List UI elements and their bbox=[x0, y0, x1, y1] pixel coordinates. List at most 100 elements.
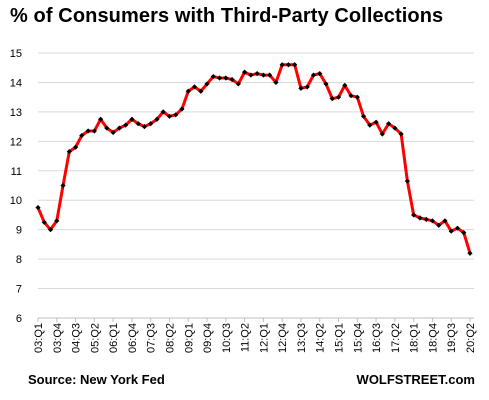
x-tick-label: 17:Q2 bbox=[390, 323, 402, 353]
x-tick-label: 11:Q2 bbox=[240, 323, 252, 352]
data-point bbox=[198, 88, 204, 94]
data-markers bbox=[35, 62, 473, 256]
x-tick-label: 08:Q2 bbox=[164, 323, 176, 353]
x-tick-label: 13:Q3 bbox=[296, 323, 308, 353]
series-line bbox=[36, 63, 472, 255]
data-point bbox=[423, 216, 429, 222]
data-point bbox=[54, 218, 60, 224]
data-point bbox=[379, 131, 385, 137]
data-point bbox=[242, 69, 248, 75]
data-point bbox=[91, 128, 97, 134]
data-point bbox=[323, 81, 329, 87]
data-point bbox=[348, 93, 354, 99]
data-point bbox=[191, 84, 198, 90]
brand-credit: WOLFSTREET.com bbox=[356, 372, 475, 387]
y-tick-label: 11 bbox=[11, 166, 22, 178]
data-point bbox=[210, 73, 216, 80]
data-point bbox=[329, 96, 335, 102]
x-tick-label: 06:Q4 bbox=[127, 323, 139, 353]
data-point bbox=[148, 121, 154, 127]
data-point bbox=[223, 75, 229, 81]
data-point bbox=[129, 116, 135, 122]
data-point bbox=[35, 204, 41, 211]
data-point bbox=[154, 116, 160, 122]
data-point bbox=[373, 119, 379, 125]
data-point bbox=[141, 124, 148, 130]
data-point bbox=[367, 122, 373, 128]
x-tick-label: 07:Q3 bbox=[146, 323, 158, 353]
data-point bbox=[267, 72, 273, 78]
data-point bbox=[116, 125, 122, 131]
data-point bbox=[60, 182, 66, 189]
data-point bbox=[354, 94, 360, 100]
x-tick-label: 06:Q1 bbox=[108, 323, 120, 353]
data-point bbox=[229, 76, 235, 83]
y-tick-labels: 6 7 8 9 10 11 12 13 14 15 bbox=[10, 48, 22, 325]
x-tick-label: 03:Q4 bbox=[52, 323, 64, 353]
data-point bbox=[47, 227, 54, 233]
data-point bbox=[279, 62, 285, 68]
data-point bbox=[429, 218, 436, 224]
data-point bbox=[185, 88, 191, 94]
data-point bbox=[273, 79, 279, 86]
y-tick-label: 10 bbox=[10, 195, 22, 207]
data-point bbox=[85, 128, 91, 134]
data-point bbox=[254, 71, 260, 77]
x-tick-labels: 03:Q1 03:Q4 04:Q3 05:Q2 06:Q1 06:Q4 07:Q3 08:Q2… bbox=[33, 323, 477, 353]
data-point bbox=[166, 113, 173, 119]
x-tick-label: 18:Q4 bbox=[427, 323, 439, 353]
data-point bbox=[260, 72, 266, 78]
data-point bbox=[360, 113, 367, 119]
y-tick-label: 14 bbox=[10, 77, 22, 89]
data-point bbox=[342, 82, 348, 88]
x-tick-label: 20:Q2 bbox=[465, 323, 477, 353]
axes bbox=[37, 317, 474, 322]
data-series bbox=[36, 63, 472, 255]
data-point bbox=[285, 62, 292, 68]
y-tick-label: 7 bbox=[16, 284, 22, 296]
data-point bbox=[179, 106, 185, 112]
x-tick-label: 18:Q1 bbox=[409, 323, 421, 353]
data-point bbox=[304, 84, 310, 90]
data-point bbox=[417, 215, 423, 221]
data-point bbox=[160, 109, 166, 115]
y-tick-label: 12 bbox=[10, 136, 22, 148]
data-point bbox=[79, 132, 85, 139]
x-tick-label: 14:Q2 bbox=[315, 323, 327, 353]
data-point bbox=[123, 122, 129, 128]
data-point bbox=[66, 149, 72, 155]
data-point bbox=[454, 225, 461, 231]
data-point bbox=[98, 116, 104, 122]
data-point bbox=[298, 85, 304, 91]
data-point bbox=[41, 219, 47, 225]
data-point bbox=[135, 121, 141, 127]
data-point bbox=[398, 131, 404, 137]
y-tick-label: 13 bbox=[10, 107, 22, 119]
x-tick-label: 16:Q3 bbox=[371, 323, 383, 353]
data-point bbox=[411, 212, 417, 218]
chart-title: % of Consumers with Third-Party Collecti… bbox=[10, 5, 444, 27]
data-point bbox=[317, 71, 323, 77]
source-note: Source: New York Fed bbox=[28, 372, 165, 387]
x-tick-label: 09:Q4 bbox=[202, 323, 214, 353]
x-tick-label: 04:Q3 bbox=[71, 323, 83, 353]
data-point bbox=[310, 72, 317, 78]
x-tick-label: 15:Q1 bbox=[334, 323, 346, 353]
data-point bbox=[448, 228, 454, 234]
data-point bbox=[292, 62, 298, 68]
data-point bbox=[110, 129, 116, 136]
data-point bbox=[467, 250, 473, 256]
data-point bbox=[248, 72, 254, 78]
data-point bbox=[404, 178, 410, 184]
y-tick-label: 6 bbox=[16, 313, 22, 325]
y-tick-label: 15 bbox=[10, 48, 22, 60]
x-tick-label: 10:Q3 bbox=[221, 323, 233, 353]
y-tick-label: 9 bbox=[16, 225, 22, 237]
x-tick-label: 15:Q4 bbox=[352, 323, 364, 353]
data-point bbox=[204, 81, 210, 87]
data-point bbox=[436, 222, 442, 228]
x-tick-label: 09:Q1 bbox=[183, 323, 195, 353]
x-tick-label: 05:Q2 bbox=[89, 323, 101, 353]
data-point bbox=[461, 230, 467, 236]
x-tick-label: 12:Q4 bbox=[277, 323, 289, 353]
